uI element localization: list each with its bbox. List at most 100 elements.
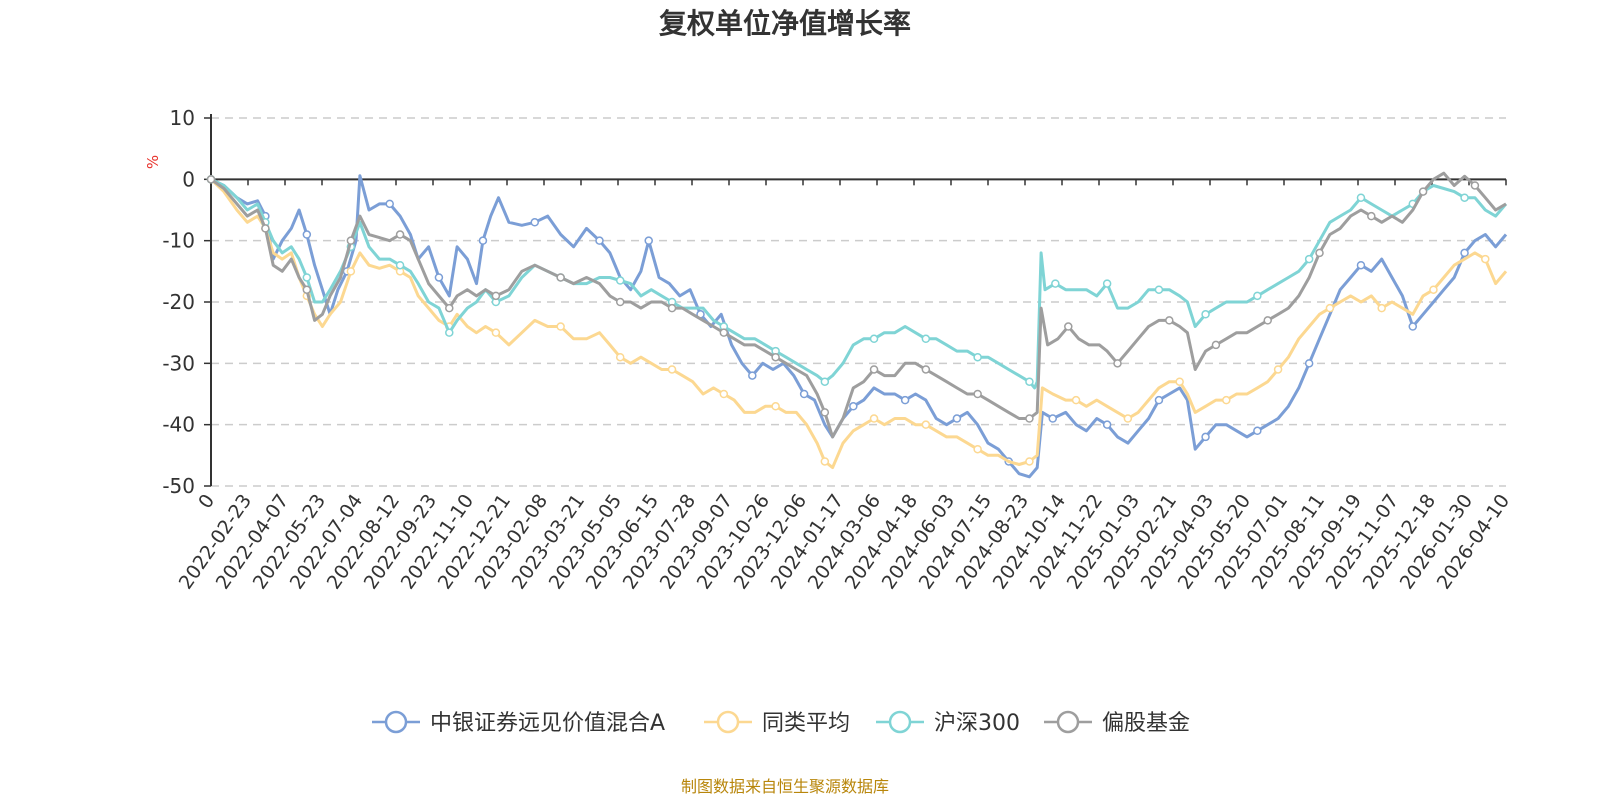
data-point xyxy=(1356,260,1366,270)
data-point xyxy=(1201,432,1210,442)
data-point xyxy=(302,230,312,239)
data-point xyxy=(261,224,270,233)
data-point xyxy=(952,414,962,423)
data-point xyxy=(748,371,757,380)
data-point xyxy=(491,291,501,301)
data-point xyxy=(719,328,729,337)
data-point xyxy=(556,273,565,282)
series-line xyxy=(210,171,1507,439)
data-point xyxy=(1211,340,1221,350)
data-point xyxy=(1123,414,1133,423)
series-line xyxy=(210,174,1508,479)
data-point xyxy=(1429,285,1438,294)
data-point xyxy=(799,389,809,399)
y-tick-labels: 10 0 -10 -20 -30 -40 -50 xyxy=(162,106,195,498)
data-point xyxy=(302,285,312,294)
y-tick-label: -30 xyxy=(162,351,195,375)
data-point xyxy=(346,267,356,276)
y-axis-unit: % xyxy=(144,155,162,169)
data-point xyxy=(556,322,565,331)
data-point xyxy=(206,175,216,184)
legend-marker xyxy=(888,710,912,734)
data-point xyxy=(1273,365,1283,374)
data-point xyxy=(1408,322,1418,331)
data-point xyxy=(771,352,780,362)
data-point xyxy=(1025,377,1034,386)
data-point xyxy=(491,328,501,337)
data-point xyxy=(445,328,454,337)
data-point xyxy=(1071,395,1081,405)
data-point xyxy=(1064,322,1073,331)
y-tick-label: -40 xyxy=(162,413,195,437)
y-tick-label: 10 xyxy=(170,106,195,130)
legend-label: 沪深300 xyxy=(934,711,1020,736)
legend-marker xyxy=(384,710,408,734)
series-line xyxy=(210,177,1508,390)
data-point xyxy=(869,365,879,374)
legend-label: 偏股基金 xyxy=(1102,711,1190,736)
data-point xyxy=(1175,377,1184,386)
data-point xyxy=(820,377,830,386)
data-point xyxy=(445,303,454,313)
data-point xyxy=(1025,414,1034,423)
data-point xyxy=(1304,254,1314,264)
data-point xyxy=(434,273,444,282)
y-tick-label: -20 xyxy=(162,290,195,314)
data-point xyxy=(771,402,780,411)
y-tick-label: 0 xyxy=(182,167,195,191)
data-point xyxy=(478,236,488,245)
data-point xyxy=(615,352,625,362)
data-point xyxy=(1113,359,1122,368)
x-tick-label: 0 xyxy=(194,490,219,513)
data-point xyxy=(1222,395,1231,405)
legend-marker xyxy=(1056,710,1080,734)
data-point xyxy=(1315,248,1324,258)
data-point xyxy=(1304,359,1314,368)
data-point xyxy=(1253,291,1262,301)
data-point xyxy=(1154,285,1164,294)
data-point xyxy=(921,365,931,374)
data-point xyxy=(921,334,931,344)
series-lines xyxy=(206,171,1508,479)
data-point xyxy=(1460,193,1469,202)
data-point xyxy=(849,402,858,411)
data-point xyxy=(1102,420,1112,429)
data-point xyxy=(644,236,653,245)
data-point xyxy=(973,444,982,454)
data-point xyxy=(719,389,729,399)
x-tick-labels: 02022-02-232022-04-072022-05-232022-07-0… xyxy=(175,490,1514,593)
legend-label: 中银证券远见价值混合A xyxy=(430,711,665,736)
data-point xyxy=(1481,254,1490,264)
data-point xyxy=(900,395,910,405)
data-point xyxy=(820,457,830,466)
chart-title: 复权单位净值增长率 xyxy=(659,7,911,40)
legend-label: 同类平均 xyxy=(762,711,850,736)
data-point xyxy=(1356,193,1366,202)
data-point xyxy=(820,408,830,417)
y-tick-label: -50 xyxy=(162,474,195,498)
data-point xyxy=(1201,310,1210,319)
data-point xyxy=(1325,303,1335,313)
data-point xyxy=(615,276,625,285)
data-point xyxy=(1470,181,1480,190)
data-source-note: 制图数据来自恒生聚源数据库 xyxy=(681,777,889,796)
data-point xyxy=(595,236,604,245)
legend-marker xyxy=(716,710,740,734)
data-point xyxy=(395,260,405,270)
data-point xyxy=(1165,316,1174,325)
data-point xyxy=(1367,211,1376,221)
data-point xyxy=(667,303,677,313)
data-point xyxy=(1418,187,1428,196)
data-point xyxy=(346,236,356,245)
data-point xyxy=(302,273,312,282)
data-point xyxy=(1048,414,1057,423)
data-point xyxy=(1253,426,1262,436)
legend: 中银证券远见价值混合A 同类平均 沪深300 偏股基金 xyxy=(372,710,1190,736)
data-point xyxy=(615,297,625,307)
data-point xyxy=(921,420,931,429)
data-point xyxy=(1025,457,1034,466)
data-point xyxy=(1263,316,1272,325)
data-point xyxy=(1154,395,1164,405)
data-point xyxy=(1377,303,1386,313)
data-point xyxy=(869,334,879,344)
